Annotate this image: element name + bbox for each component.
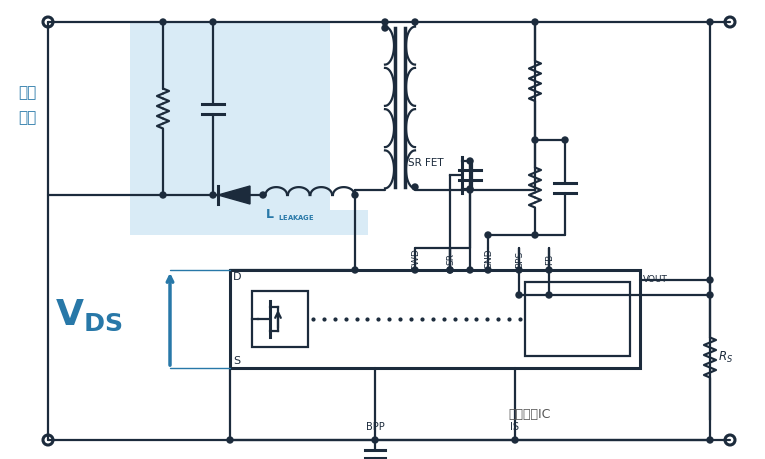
Circle shape [532, 19, 538, 25]
Circle shape [467, 267, 473, 273]
Text: FWD: FWD [412, 249, 421, 269]
Circle shape [467, 186, 473, 192]
Circle shape [352, 192, 358, 198]
Circle shape [707, 277, 713, 283]
Circle shape [352, 267, 358, 273]
Circle shape [532, 232, 538, 238]
Text: 次级控制IC: 次级控制IC [508, 409, 550, 421]
Circle shape [467, 158, 473, 164]
Circle shape [227, 437, 233, 443]
Circle shape [382, 19, 388, 25]
Circle shape [516, 267, 522, 273]
Circle shape [260, 192, 266, 198]
Circle shape [382, 25, 388, 31]
Circle shape [546, 267, 552, 273]
Bar [525, 282, 630, 356]
Circle shape [562, 137, 568, 143]
Polygon shape [218, 186, 250, 204]
Circle shape [485, 232, 491, 238]
Circle shape [372, 437, 378, 443]
Circle shape [447, 267, 453, 273]
Text: VOUT: VOUT [643, 275, 668, 285]
Circle shape [707, 19, 713, 25]
Circle shape [412, 267, 418, 273]
Circle shape [707, 292, 713, 298]
Circle shape [532, 137, 538, 143]
Text: IS: IS [510, 422, 519, 432]
Circle shape [485, 267, 491, 273]
Text: $\mathbf{_{LEAKAGE}}$: $\mathbf{_{LEAKAGE}}$ [278, 213, 314, 223]
Bar [252, 291, 308, 347]
Bar [230, 270, 640, 368]
Polygon shape [130, 22, 368, 235]
Circle shape [160, 19, 166, 25]
Circle shape [516, 292, 522, 298]
Circle shape [447, 267, 453, 273]
Circle shape [160, 192, 166, 198]
Text: SR: SR [447, 253, 455, 265]
Text: SR FET: SR FET [408, 158, 444, 168]
Circle shape [412, 19, 418, 25]
Circle shape [512, 437, 518, 443]
Circle shape [707, 437, 713, 443]
Text: $R_S$: $R_S$ [718, 350, 733, 365]
Text: S: S [233, 356, 240, 366]
Text: BPS: BPS [516, 250, 525, 268]
Text: GND: GND [484, 249, 493, 269]
Text: $\mathbf{L}$: $\mathbf{L}$ [265, 208, 275, 222]
Circle shape [467, 187, 473, 193]
Text: BPP: BPP [366, 422, 384, 432]
Circle shape [210, 19, 216, 25]
Circle shape [210, 192, 216, 198]
Text: D: D [233, 272, 242, 282]
Text: FB: FB [545, 253, 555, 265]
Circle shape [412, 184, 418, 190]
Text: 初级
酴位: 初级 酴位 [18, 85, 36, 125]
Text: $\mathbf{V_{DS}}$: $\mathbf{V_{DS}}$ [55, 297, 122, 333]
Circle shape [546, 292, 552, 298]
